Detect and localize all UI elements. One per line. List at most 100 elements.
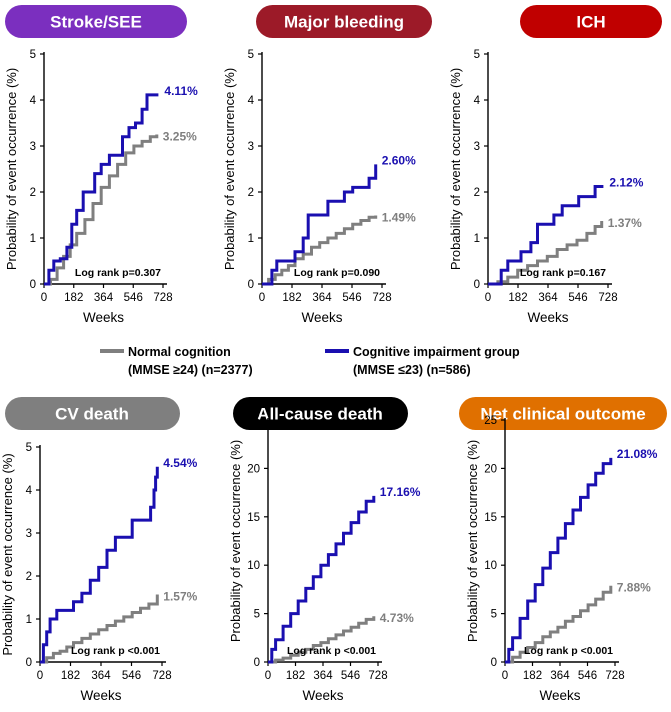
x-axis-label: Weeks	[527, 310, 568, 325]
y-tick-label: 3	[474, 141, 480, 153]
y-tick-label: 1	[248, 233, 254, 245]
chart-title-pill: All-cause death	[233, 397, 408, 430]
y-tick-label: 5	[474, 49, 480, 61]
x-tick-label: 364	[550, 670, 570, 682]
x-axis-label: Weeks	[80, 688, 121, 703]
x-tick-label: 728	[368, 670, 387, 682]
end-label-normal: 1.37%	[608, 216, 642, 230]
chart-title-pill: Major bleeding	[256, 5, 432, 38]
x-tick-label: 182	[61, 670, 80, 682]
legend-normal-label-1: Normal cognition	[128, 345, 231, 359]
x-tick-label: 364	[94, 292, 114, 304]
y-axis-label: Probability of event occurrence (%)	[465, 440, 480, 642]
end-label-normal: 7.88%	[617, 581, 651, 595]
x-tick-label: 546	[578, 670, 597, 682]
series-line-normal	[505, 585, 613, 664]
x-axis-label: Weeks	[302, 688, 343, 703]
legend-impaired-label-1: Cognitive impairment group	[353, 345, 520, 359]
x-tick-label: 182	[286, 670, 305, 682]
x-tick-label: 728	[152, 670, 171, 682]
title-pill-background	[459, 397, 667, 430]
log-rank-label: Log rank p=0.167	[520, 267, 606, 279]
x-tick-label: 728	[153, 292, 172, 304]
y-axis-label: Probability of event occurrence (%)	[4, 68, 19, 270]
y-tick-label: 0	[26, 657, 32, 669]
title-pill-background	[520, 5, 662, 38]
y-tick-label: 3	[248, 141, 254, 153]
x-tick-label: 182	[282, 292, 301, 304]
y-tick-label: 25	[247, 415, 260, 427]
y-tick-label: 15	[247, 512, 260, 524]
y-tick-label: 4	[248, 95, 255, 107]
x-tick-label: 546	[124, 292, 143, 304]
chart-title: All-cause death	[257, 404, 383, 423]
y-tick-label: 5	[491, 609, 497, 621]
y-tick-label: 20	[247, 463, 260, 475]
y-axis-label: Probability of event occurrence (%)	[228, 440, 243, 642]
chart-title: CV death	[55, 404, 129, 423]
chart-title: Stroke/SEE	[50, 12, 142, 31]
x-tick-label: 182	[508, 292, 527, 304]
chart-title-pill: Net clinical outcome	[459, 397, 667, 430]
x-tick-label: 0	[259, 292, 265, 304]
x-tick-label: 364	[538, 292, 558, 304]
y-axis-label: Probability of event occurrence (%)	[222, 68, 237, 270]
y-tick-label: 1	[30, 233, 36, 245]
x-tick-label: 546	[342, 292, 361, 304]
end-label-impaired: 21.08%	[617, 447, 658, 461]
y-tick-label: 4	[30, 95, 37, 107]
series-line-normal	[488, 221, 604, 286]
y-tick-label: 2	[26, 571, 32, 583]
x-axis-label: Weeks	[301, 310, 342, 325]
series-line-impaired	[505, 457, 613, 664]
x-tick-label: 546	[568, 292, 587, 304]
x-tick-label: 0	[37, 670, 43, 682]
y-tick-label: 0	[254, 657, 260, 669]
y-tick-label: 2	[474, 187, 480, 199]
y-tick-label: 10	[484, 560, 497, 572]
chart-panel-4: CV death 0 1 2 3 4 5 0 182 364 546 728 Weeks Probabil…	[0, 397, 198, 703]
legend-normal-label-2: (MMSE ≥24) (n=2377)	[128, 363, 253, 377]
y-tick-label: 4	[474, 95, 481, 107]
x-tick-label: 182	[64, 292, 83, 304]
y-tick-label: 10	[247, 560, 260, 572]
x-tick-label: 0	[502, 670, 508, 682]
log-rank-label: Log rank p <0.001	[524, 645, 613, 657]
y-axis-label: Probability of event occurrence (%)	[0, 453, 15, 655]
title-pill-background	[5, 397, 180, 430]
end-label-impaired: 17.16%	[380, 485, 421, 499]
end-label-normal: 3.25%	[163, 130, 197, 144]
x-tick-label: 546	[341, 670, 360, 682]
title-pill-background	[5, 5, 187, 38]
chart-title-pill: ICH	[520, 5, 662, 38]
x-tick-label: 546	[122, 670, 141, 682]
series-line-normal	[40, 594, 159, 664]
x-tick-label: 728	[598, 292, 617, 304]
series-line-impaired	[40, 466, 159, 664]
series-line-normal	[262, 215, 378, 286]
x-tick-label: 182	[523, 670, 542, 682]
legend: Normal cognition (MMSE ≥24) (n=2377) Cog…	[100, 345, 520, 377]
chart-title: ICH	[576, 12, 605, 31]
x-tick-label: 364	[91, 670, 111, 682]
series-line-impaired	[268, 495, 376, 664]
y-tick-label: 3	[26, 528, 32, 540]
y-tick-label: 2	[30, 187, 36, 199]
title-pill-background	[233, 397, 408, 430]
x-tick-label: 0	[265, 670, 271, 682]
chart-panel-3: ICH 0 1 2 3 4 5 0 182 364 546 728 Weeks Probability o…	[448, 5, 662, 325]
y-tick-label: 25	[484, 415, 497, 427]
log-rank-label: Log rank p <0.001	[71, 645, 160, 657]
x-tick-label: 728	[605, 670, 624, 682]
y-tick-label: 5	[26, 442, 32, 454]
title-pill-background	[256, 5, 432, 38]
end-label-normal: 1.57%	[163, 589, 197, 603]
y-tick-label: 0	[491, 657, 497, 669]
end-label-impaired: 4.54%	[163, 456, 197, 470]
series-line-normal	[268, 616, 376, 664]
series-line-impaired	[262, 164, 378, 286]
end-label-impaired: 4.11%	[164, 84, 198, 98]
end-label-normal: 1.49%	[382, 210, 416, 224]
x-tick-label: 0	[41, 292, 47, 304]
x-axis-label: Weeks	[83, 310, 124, 325]
